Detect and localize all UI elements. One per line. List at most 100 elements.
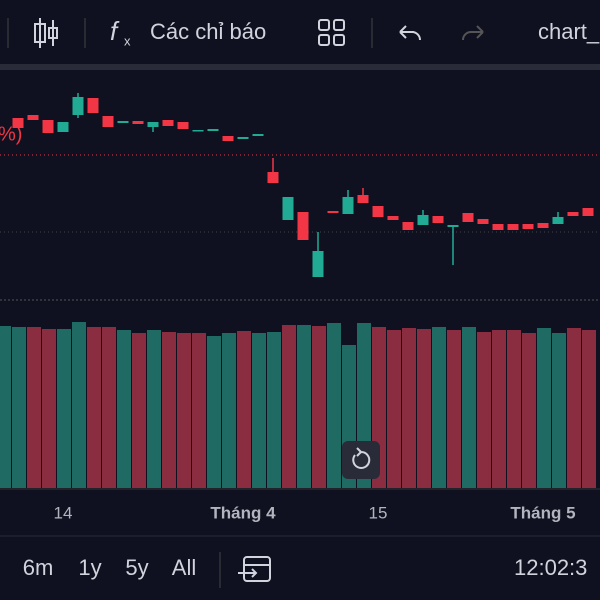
volume-bar xyxy=(492,330,506,488)
candle-body xyxy=(507,224,519,230)
candle-body xyxy=(432,216,444,223)
volume-bar xyxy=(447,330,461,488)
candle-body xyxy=(27,115,39,120)
volume-bar xyxy=(132,333,146,488)
volume-bar xyxy=(222,333,236,488)
volume-bar xyxy=(567,328,581,488)
volume-bar xyxy=(162,332,176,488)
volume-bar xyxy=(477,332,491,488)
clock: 12:02:3 xyxy=(514,555,587,580)
volume-bar xyxy=(402,328,416,488)
candle-body xyxy=(387,216,399,220)
volume-bar xyxy=(282,325,296,488)
candle-body xyxy=(162,120,174,126)
volume-bar xyxy=(297,325,311,488)
candle-body xyxy=(57,122,69,132)
candle-body xyxy=(552,217,564,224)
volume-bar xyxy=(117,330,131,488)
candle-body xyxy=(42,120,54,133)
volume-bar xyxy=(177,333,191,488)
candle-body xyxy=(222,136,234,141)
volume-bar xyxy=(522,333,536,488)
candle-body xyxy=(462,213,474,222)
indicators-button[interactable]: Các chỉ báo xyxy=(150,19,266,44)
candle-body xyxy=(87,98,99,113)
redo-icon[interactable] xyxy=(462,25,484,41)
volume-bar xyxy=(312,326,326,488)
reset-icon[interactable] xyxy=(352,447,371,469)
range-button[interactable]: 1y xyxy=(78,555,101,580)
undo-icon[interactable] xyxy=(399,25,421,41)
candle-body xyxy=(237,137,249,139)
candle-body xyxy=(402,222,414,230)
volume-bar xyxy=(582,330,596,488)
candle-body xyxy=(312,251,324,277)
volume-bar xyxy=(417,329,431,488)
candle-body xyxy=(267,172,279,183)
candle-body xyxy=(372,206,384,217)
volume-bar xyxy=(27,327,41,488)
candle-body xyxy=(252,134,264,136)
volume-bar xyxy=(207,336,221,488)
volume-bar xyxy=(147,330,161,488)
candle-body xyxy=(357,195,369,203)
candle-body xyxy=(537,223,549,228)
volume-bar xyxy=(102,327,116,488)
candle-body xyxy=(132,121,144,124)
candle-body xyxy=(192,130,204,132)
x-tick-label: 15 xyxy=(369,503,388,522)
legend-fragment: %) xyxy=(0,123,22,145)
candle-body xyxy=(177,122,189,129)
x-tick-label: Tháng 4 xyxy=(210,503,276,522)
candle-body xyxy=(492,224,504,230)
candle-body xyxy=(102,116,114,127)
volume-bar xyxy=(537,328,551,488)
volume-bar xyxy=(507,330,521,488)
candle-body xyxy=(72,97,84,115)
candle-body xyxy=(447,225,459,227)
candle-body xyxy=(147,122,159,127)
candle-body xyxy=(282,197,294,220)
candle-body xyxy=(567,212,579,216)
volume-bar xyxy=(552,333,566,488)
volume-bar xyxy=(237,331,251,488)
volume-bar xyxy=(432,327,446,488)
candle-icon[interactable] xyxy=(34,18,58,48)
x-tick-label: Tháng 5 xyxy=(510,503,575,522)
separator xyxy=(0,64,600,70)
range-button[interactable]: All xyxy=(172,555,196,580)
candle-body xyxy=(12,118,24,128)
range-button[interactable]: 5y xyxy=(125,555,148,580)
volume-bar xyxy=(252,333,266,488)
range-button[interactable]: 6m xyxy=(23,555,54,580)
fx-icon[interactable]: x xyxy=(124,33,131,48)
reset-button[interactable] xyxy=(342,441,380,479)
fx-icon[interactable]: f xyxy=(110,16,120,46)
candle-body xyxy=(297,212,309,240)
date-range-icon[interactable] xyxy=(238,556,271,582)
volume-bar xyxy=(72,322,86,488)
candle-body xyxy=(522,224,534,229)
x-tick-label: 14 xyxy=(54,503,73,522)
candle-body xyxy=(207,129,219,131)
candle-body xyxy=(417,215,429,225)
volume-bar xyxy=(267,332,281,488)
volume-bar xyxy=(57,329,71,488)
volume-bar xyxy=(192,333,206,488)
volume-bar xyxy=(0,326,11,488)
volume-bar xyxy=(387,330,401,488)
candle-body xyxy=(342,197,354,214)
layout-icon[interactable] xyxy=(318,19,345,46)
candle-body xyxy=(117,121,129,123)
volume-bar xyxy=(462,327,476,488)
volume-bar xyxy=(327,323,341,488)
volume-bar xyxy=(42,329,56,488)
candle-body xyxy=(327,211,339,213)
volume-bar xyxy=(87,327,101,488)
candle-body xyxy=(582,208,594,216)
volume-bar xyxy=(12,327,26,488)
layout-name[interactable]: chart_ xyxy=(538,19,600,44)
candle-body xyxy=(477,219,489,224)
